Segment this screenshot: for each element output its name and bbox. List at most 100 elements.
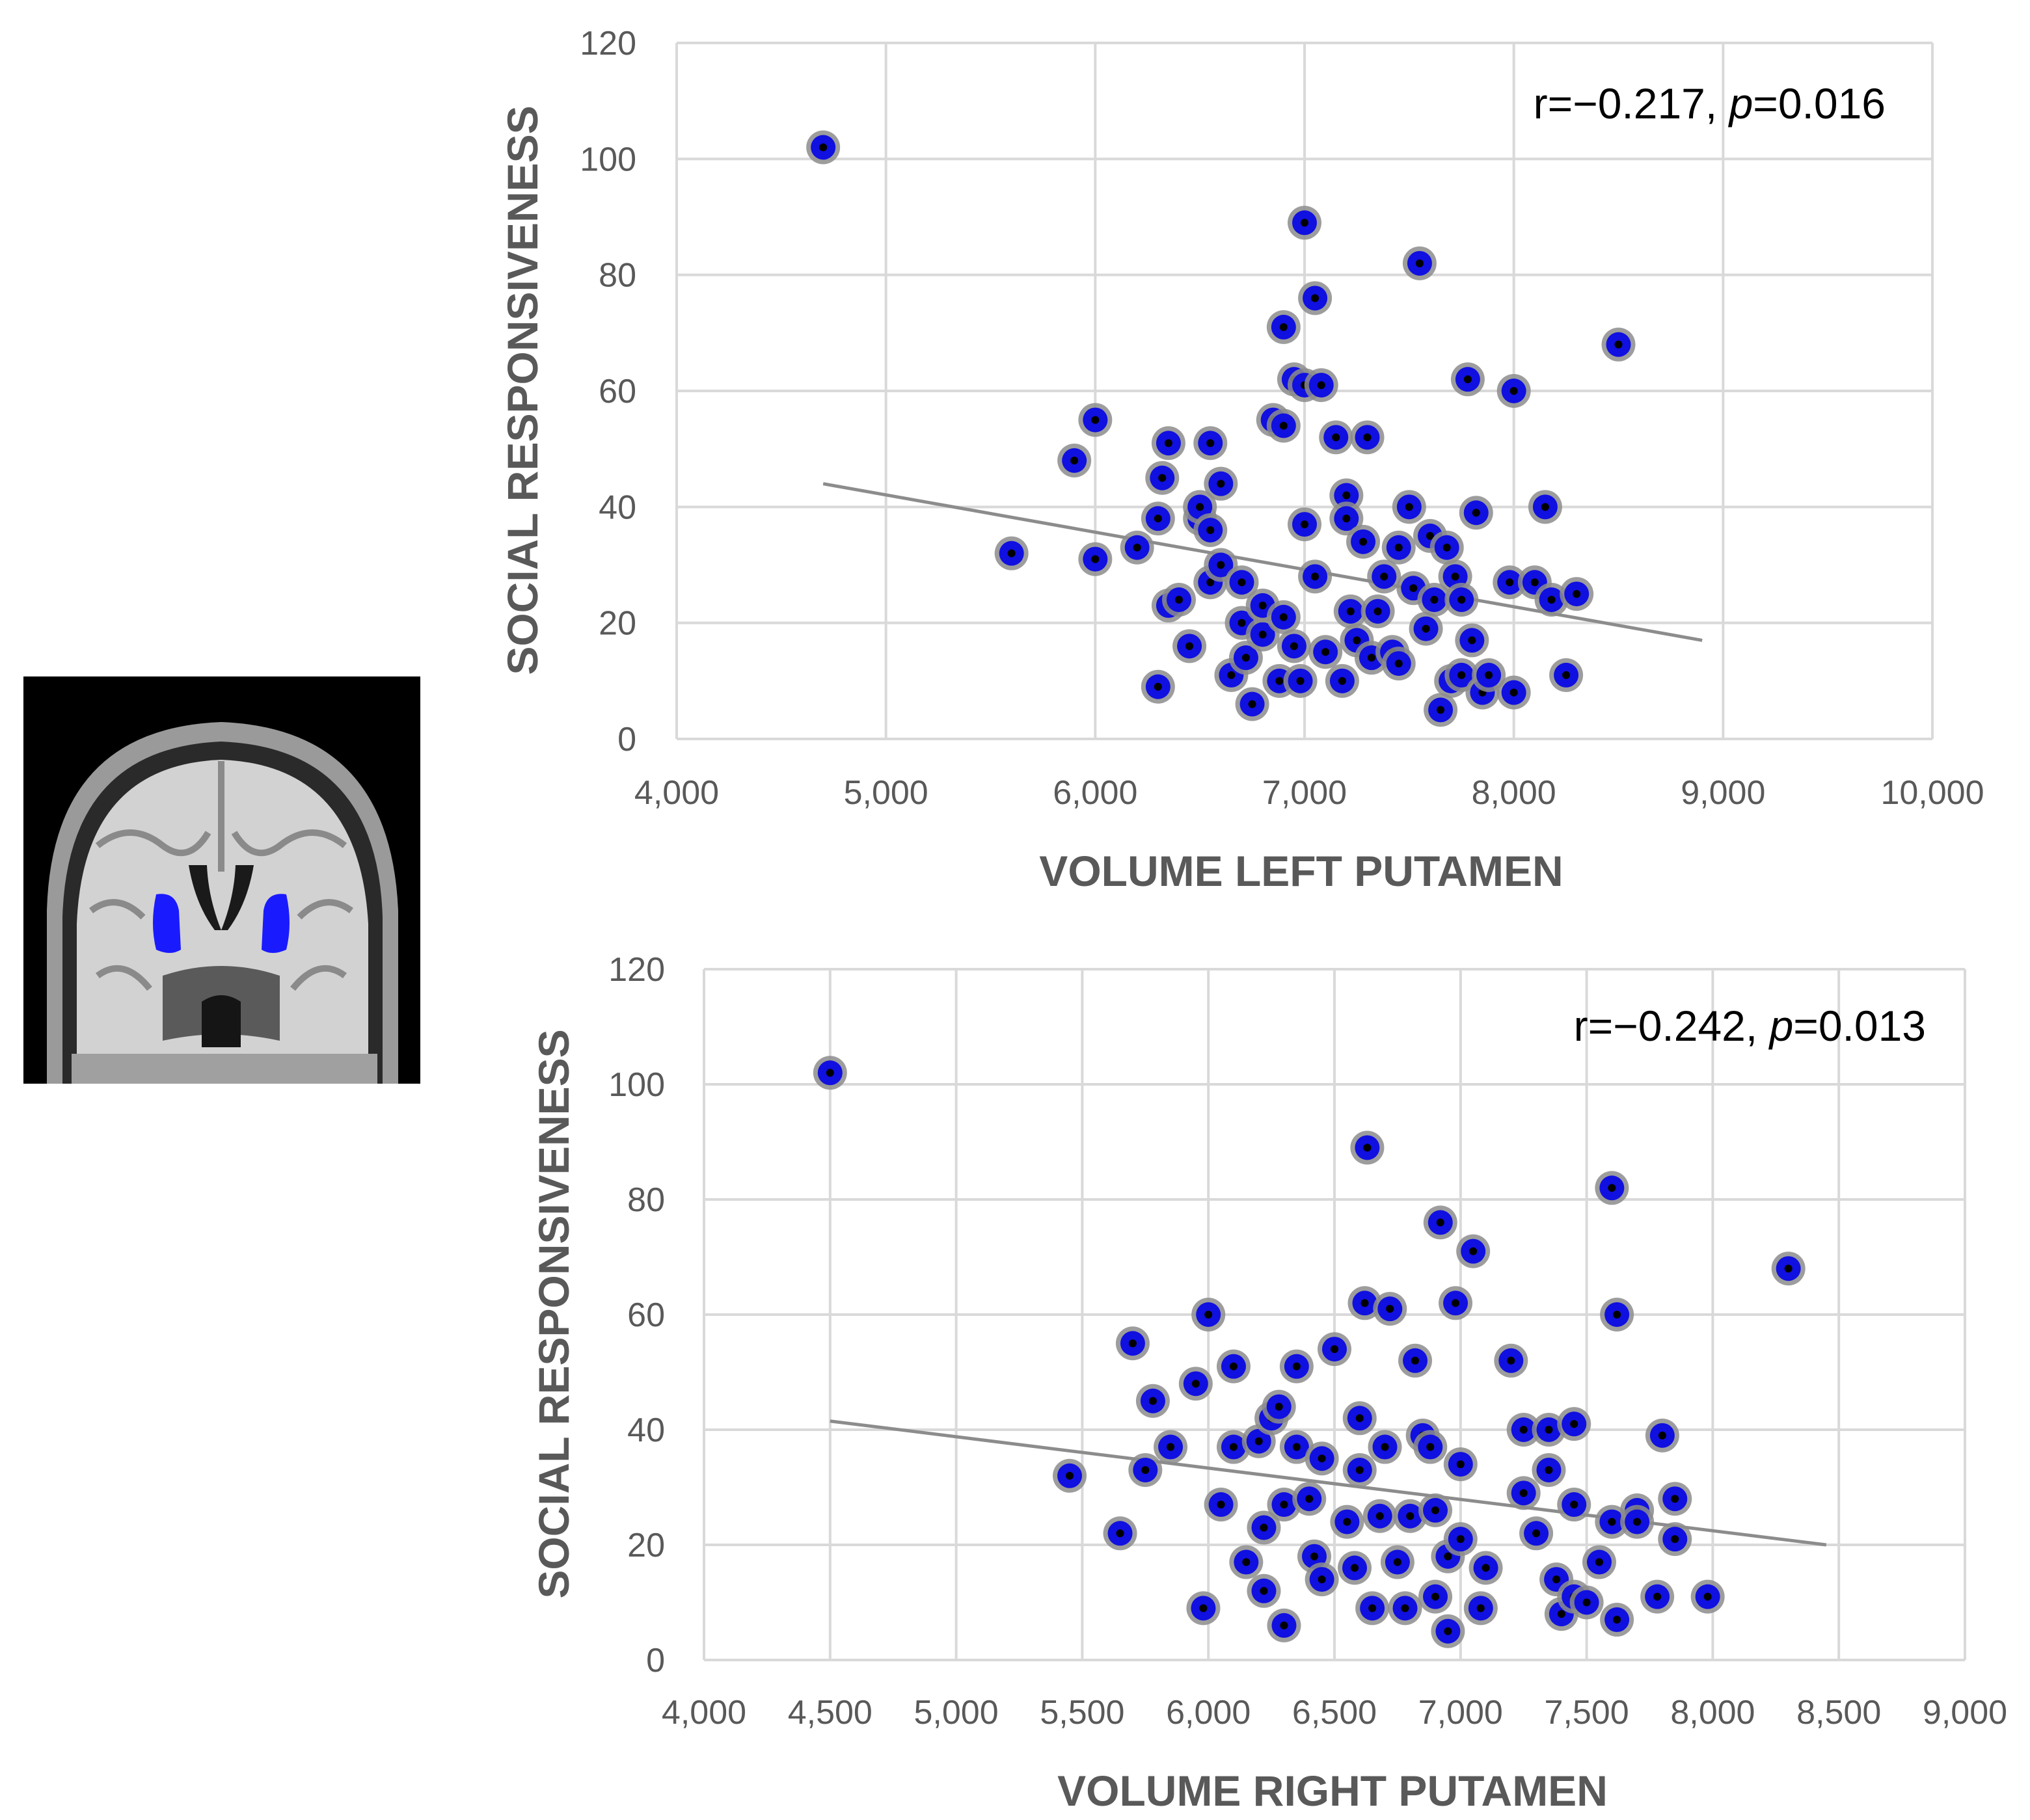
trendline-segment xyxy=(830,1419,1827,1547)
data-point xyxy=(1247,1510,1281,1545)
data-point xyxy=(1115,1326,1150,1361)
data-point xyxy=(1279,1430,1314,1464)
data-point xyxy=(1560,577,1594,611)
y-tick-label: 60 xyxy=(627,1296,665,1334)
data-point xyxy=(1128,1452,1163,1487)
data-point xyxy=(1472,658,1506,692)
y-tick-label: 120 xyxy=(608,951,665,989)
x-tick-labels: 4,000 5,000 6,000 7,000 8,000 9,000 10,000 xyxy=(634,774,1984,812)
y-tick-labels: 0 20 40 60 80 100 120 xyxy=(580,25,636,758)
x-tick-label: 4,000 xyxy=(634,774,719,812)
data-point xyxy=(1151,426,1185,461)
data-point xyxy=(1418,1493,1453,1527)
data-point xyxy=(1398,1343,1433,1378)
y-axis-title: SOCIAL RESPONSIVENESS xyxy=(498,105,547,675)
data-point xyxy=(1381,647,1416,681)
data-point xyxy=(1154,1430,1188,1464)
data-point xyxy=(1380,1545,1414,1579)
data-point xyxy=(813,1056,847,1090)
data-point xyxy=(1225,565,1259,600)
data-point xyxy=(806,130,841,165)
y-tick-label: 20 xyxy=(599,605,636,643)
data-point xyxy=(1645,1418,1679,1452)
correlation-r: r=−0.217, xyxy=(1534,79,1729,127)
correlation-annotation: r=−0.242, p=0.013 xyxy=(1574,1002,1926,1050)
data-point xyxy=(1582,1545,1616,1579)
data-point xyxy=(1347,1286,1382,1320)
x-tick-label: 9,000 xyxy=(1923,1694,2007,1732)
data-point xyxy=(1193,513,1228,547)
data-point xyxy=(1640,1579,1675,1614)
data-point xyxy=(1496,675,1531,710)
y-tick-label: 60 xyxy=(599,373,636,410)
data-point xyxy=(1330,1505,1364,1539)
data-point xyxy=(1431,1614,1465,1648)
y-tick-label: 0 xyxy=(646,1642,665,1679)
gridlines xyxy=(703,968,1966,1661)
y-tick-label: 40 xyxy=(627,1412,665,1449)
x-tick-label: 6,000 xyxy=(1166,1694,1251,1732)
data-point xyxy=(1178,1367,1213,1401)
data-point xyxy=(1409,611,1443,646)
x-tick-label: 6,000 xyxy=(1053,774,1137,812)
data-point xyxy=(1329,478,1364,513)
brain-mri-inset xyxy=(23,676,420,1084)
data-point xyxy=(1262,1389,1296,1424)
data-point xyxy=(1494,1343,1528,1378)
data-point xyxy=(1601,327,1636,362)
data-point xyxy=(1443,1522,1478,1557)
data-point xyxy=(1424,693,1458,727)
correlation-p-value: =0.013 xyxy=(1793,1002,1926,1050)
data-point xyxy=(1455,623,1489,658)
data-point xyxy=(1367,559,1401,594)
data-point xyxy=(1288,206,1321,240)
data-point xyxy=(1350,1131,1385,1165)
data-point xyxy=(1172,629,1207,663)
data-point xyxy=(1145,461,1180,495)
y-tick-labels: 0 20 40 60 80 100 120 xyxy=(608,951,665,1679)
x-tick-label: 5,000 xyxy=(844,774,928,812)
data-point xyxy=(1283,663,1318,698)
data-point xyxy=(1103,1516,1137,1551)
x-tick-label: 5,500 xyxy=(1040,1694,1124,1732)
data-point xyxy=(1204,1488,1238,1522)
data-point xyxy=(1418,1579,1453,1614)
data-point xyxy=(1373,1292,1407,1326)
y-tick-label: 100 xyxy=(580,141,636,178)
data-point xyxy=(1338,1551,1372,1585)
data-point xyxy=(1235,687,1269,721)
x-tick-label: 4,000 xyxy=(662,1694,746,1732)
y-axis-title: SOCIAL RESPONSIVENESS xyxy=(530,1029,578,1598)
x-tick-label: 10,000 xyxy=(1880,774,1984,812)
x-tick-label: 8,000 xyxy=(1670,1694,1755,1732)
data-point xyxy=(1439,1286,1473,1320)
data-point xyxy=(1141,502,1175,536)
y-tick-label: 80 xyxy=(599,257,636,295)
data-point xyxy=(1319,420,1353,455)
data-point xyxy=(1333,594,1368,628)
data-point xyxy=(1463,1591,1498,1626)
data-point xyxy=(1342,1452,1377,1487)
data-point xyxy=(1229,1545,1264,1579)
data-point xyxy=(1279,1349,1314,1384)
data-point xyxy=(1532,1413,1566,1447)
data-point xyxy=(1600,1298,1634,1332)
data-point xyxy=(1298,559,1333,594)
x-tick-label: 7,500 xyxy=(1545,1694,1629,1732)
data-point xyxy=(1620,1505,1655,1539)
data-point xyxy=(1308,635,1343,669)
trendline xyxy=(830,1419,1827,1547)
x-tick-label: 4,500 xyxy=(788,1694,873,1732)
data-point xyxy=(1557,1407,1591,1441)
data-point xyxy=(1298,281,1333,315)
data-point xyxy=(1493,565,1527,600)
y-tick-label: 40 xyxy=(599,488,636,526)
data-point xyxy=(1392,490,1426,524)
data-point xyxy=(1402,246,1437,280)
data-point xyxy=(1053,1458,1087,1493)
data-points xyxy=(813,1056,1806,1648)
data-point xyxy=(1456,1234,1491,1268)
y-tick-label: 100 xyxy=(608,1066,665,1104)
data-point xyxy=(1569,1585,1604,1620)
